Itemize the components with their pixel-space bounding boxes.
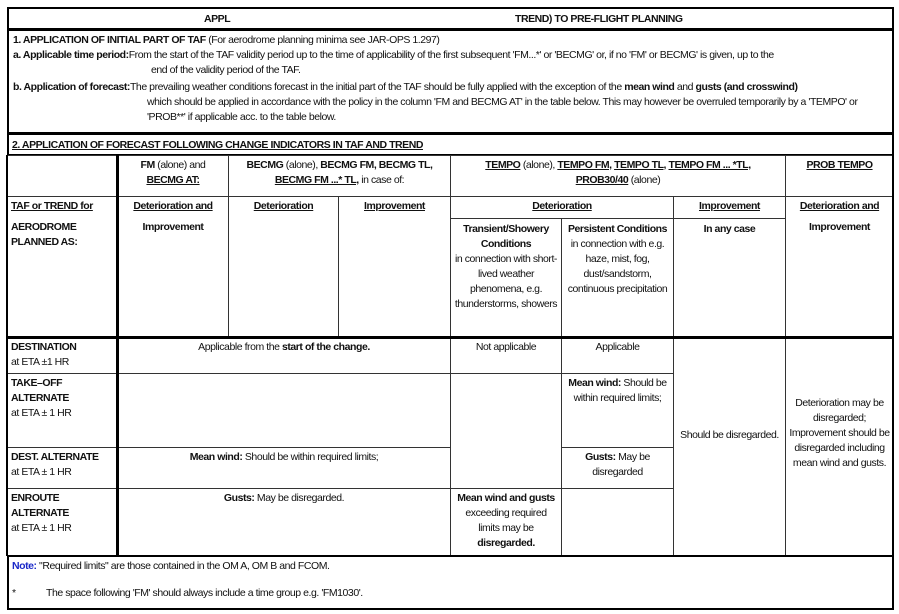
time-period-text: From the start of the TAF validity perio… bbox=[128, 49, 775, 61]
destination-fm-becmg: Applicable from the start of the change. bbox=[117, 337, 451, 374]
header-fm: FM (alone) and BECMG AT: bbox=[117, 155, 229, 197]
takeoff-persistent: Mean wind: Should be within required lim… bbox=[561, 373, 674, 448]
header-transient: Transient/Showery Conditions in connectio… bbox=[450, 218, 562, 338]
header-persistent: Persistent Conditions in connection with … bbox=[561, 218, 674, 338]
footnote-star: * bbox=[12, 587, 16, 599]
section-1-heading: 1. APPLICATION OF INITIAL PART OF TAF bbox=[13, 34, 206, 46]
row-enroute-label: ENROUTE ALTERNATE at ETA ± 1 HR bbox=[7, 488, 118, 556]
row-takeoff-label: TAKE–OFF ALTERNATE at ETA ± 1 HR bbox=[7, 373, 118, 448]
note-label: Note: bbox=[12, 560, 37, 572]
prob-tempo-all-rows: Deterioration may be disregarded; Improv… bbox=[785, 337, 894, 556]
improvement-all-rows: Should be disregarded. bbox=[673, 337, 786, 556]
enroute-transient: Mean wind and gusts exceeding required l… bbox=[450, 488, 562, 556]
table-right-border bbox=[892, 155, 894, 556]
time-period-text-2: end of the validity period of the TAF. bbox=[151, 64, 301, 76]
header-tempo-det: Deterioration bbox=[450, 196, 674, 219]
takeoff-fm-becmg bbox=[117, 373, 451, 448]
enroute-persistent bbox=[561, 488, 674, 556]
note-text: "Required limits" are those contained in… bbox=[36, 560, 330, 572]
header-becmg-det: Deterioration bbox=[228, 196, 339, 338]
dest-alternate-fm-becmg: Mean wind: Should be within required lim… bbox=[117, 447, 451, 489]
section-2-heading: 2. APPLICATION OF FORECAST FOLLOWING CHA… bbox=[7, 133, 894, 156]
header-tempo: TEMPO (alone), TEMPO FM, TEMPO TL, TEMPO… bbox=[450, 155, 786, 197]
row-dest-alternate-label: DEST. ALTERNATE at ETA ± 1 HR bbox=[7, 447, 118, 489]
header-blank bbox=[7, 155, 118, 197]
section-1: 1. APPLICATION OF INITIAL PART OF TAF (F… bbox=[7, 29, 894, 134]
thick-divider-vertical bbox=[116, 155, 119, 556]
title-right: TREND) TO PRE-FLIGHT PLANNING bbox=[515, 13, 683, 25]
thick-divider-horizontal bbox=[7, 336, 894, 339]
forecast-text: The prevailing weather conditions foreca… bbox=[129, 81, 798, 93]
header-becmg: BECMG (alone), BECMG FM, BECMG TL, BECMG … bbox=[228, 155, 451, 197]
header-becmg-imp: Improvement bbox=[338, 196, 451, 338]
time-period-label: a. Applicable time period: bbox=[13, 49, 129, 61]
header-tempo-imp: Improvement bbox=[673, 196, 786, 219]
enroute-fm-becmg: Gusts: May be disregarded. bbox=[117, 488, 451, 556]
row-destination-label: DESTINATION at ETA ±1 HR bbox=[7, 337, 118, 374]
table-left-border bbox=[6, 155, 8, 556]
dest-alternate-persistent: Gusts: May be disregarded bbox=[561, 447, 674, 489]
forecast-label: b. Application of forecast: bbox=[13, 81, 130, 93]
transient-blank bbox=[450, 373, 562, 489]
section-1-note: (For aerodrome planning minima see JAR-O… bbox=[205, 34, 440, 46]
footnote-text: The space following 'FM' should always i… bbox=[46, 587, 363, 599]
document-title: APPL TREND) TO PRE-FLIGHT PLANNING bbox=[7, 7, 894, 30]
header-in-any-case: In any case bbox=[673, 218, 786, 338]
title-left: APPL bbox=[204, 13, 231, 25]
notes: Note: "Required limits" are those contai… bbox=[7, 555, 894, 610]
destination-persistent: Applicable bbox=[561, 337, 674, 374]
forecast-text-2: which should be applied in accordance wi… bbox=[147, 96, 858, 123]
header-taf-trend: TAF or TREND for AERODROME PLANNED AS: bbox=[7, 196, 118, 338]
destination-transient: Not applicable bbox=[450, 337, 562, 374]
header-fm-det-imp: Deterioration and Improvement bbox=[117, 196, 229, 338]
header-prob-det-imp: Deterioration and Improvement bbox=[785, 196, 894, 338]
header-prob-tempo: PROB TEMPO bbox=[785, 155, 894, 197]
